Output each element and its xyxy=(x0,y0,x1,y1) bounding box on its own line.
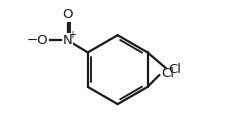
Text: +: + xyxy=(68,29,76,40)
Text: Cl: Cl xyxy=(161,67,174,80)
Text: −O: −O xyxy=(26,34,48,47)
Text: O: O xyxy=(62,8,73,21)
Text: N: N xyxy=(63,34,72,47)
Text: Cl: Cl xyxy=(167,63,180,76)
